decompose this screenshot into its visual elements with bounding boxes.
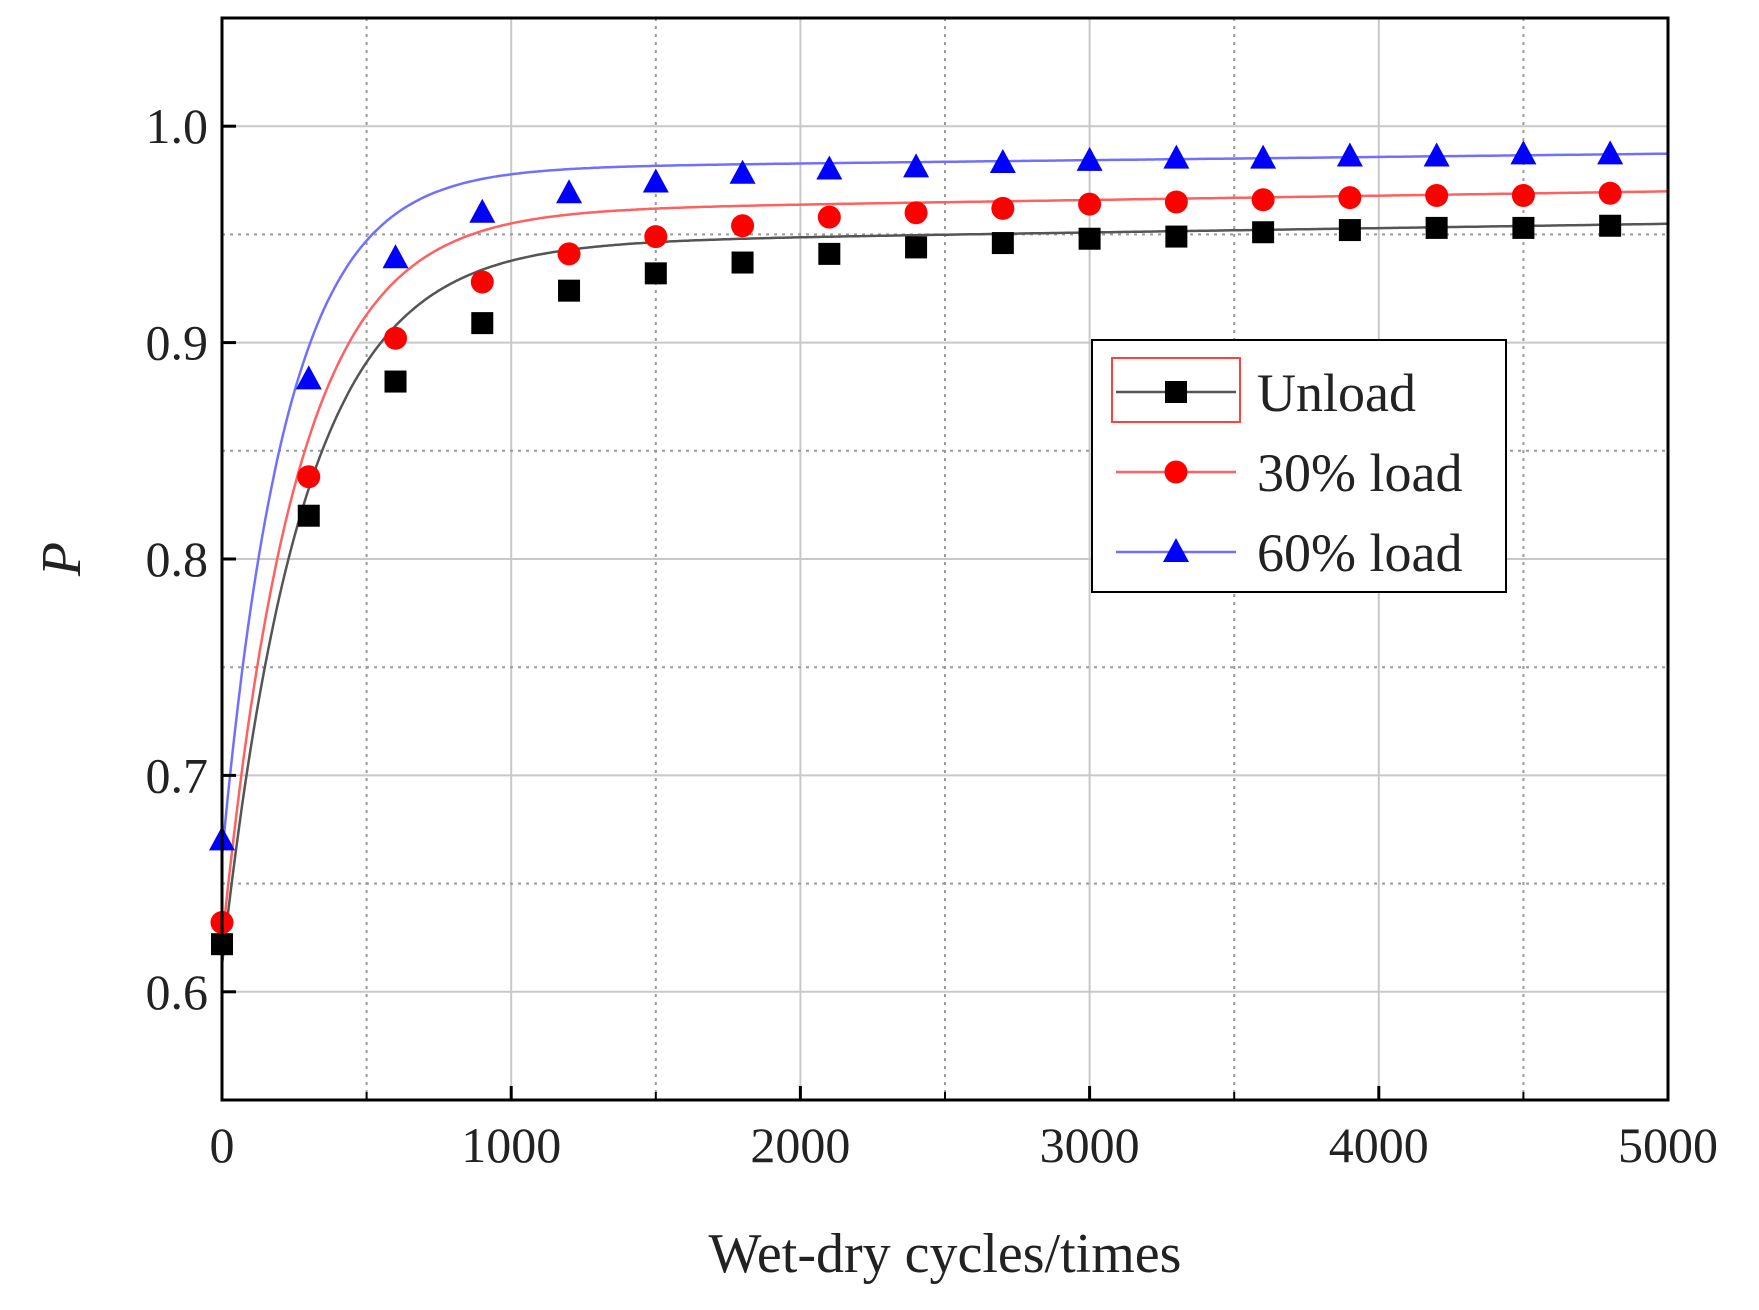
data-point-30-load [904, 201, 928, 225]
x-tick-label: 3000 [1040, 1117, 1140, 1173]
data-point-unload [818, 242, 841, 265]
data-point-unload [1512, 216, 1535, 239]
x-axis-title: Wet-dry cycles/times [709, 1223, 1182, 1285]
legend-label-30-load: 30% load [1257, 443, 1462, 503]
data-point-unload [384, 370, 407, 393]
data-point-unload [558, 279, 581, 302]
data-point-30-load [1598, 181, 1622, 205]
data-point-30-load [731, 214, 755, 238]
data-point-30-load [470, 270, 494, 294]
fit-curve-60-load [220, 152, 1668, 857]
legend-label-unload: Unload [1257, 363, 1416, 423]
data-point-30-load [1338, 186, 1362, 210]
data-point-60-load [903, 153, 930, 178]
data-point-unload [297, 504, 320, 527]
x-tick-label: 0 [210, 1117, 235, 1173]
data-point-60-load [816, 155, 843, 180]
data-point-30-load [817, 205, 841, 229]
x-tick-label: 2000 [750, 1117, 850, 1173]
y-axis-title: P [31, 542, 93, 577]
x-tick-label: 1000 [461, 1117, 561, 1173]
data-point-60-load [469, 198, 496, 223]
data-point-60-load [382, 244, 409, 269]
data-point-60-load [989, 148, 1016, 173]
data-point-30-load [644, 225, 668, 249]
data-point-unload [1425, 216, 1448, 239]
data-point-unload [1078, 227, 1101, 250]
y-tick-label: 0.9 [146, 315, 209, 371]
data-point-unload [731, 251, 754, 274]
y-tick-label: 0.7 [146, 747, 209, 803]
data-markers [209, 140, 1624, 956]
data-point-60-load [556, 179, 583, 204]
data-point-60-load [1076, 146, 1103, 171]
data-point-30-load [1251, 188, 1275, 212]
data-point-unload [644, 262, 667, 285]
legend-marker-unload [1165, 381, 1187, 403]
data-point-30-load [384, 326, 408, 350]
axis-ticks: 0 1000 2000 3000 4000 5000 0.6 0.7 0.8 0.9 1.0 [146, 98, 1719, 1173]
legend-marker-60-load [1163, 538, 1189, 562]
data-point-60-load [1510, 140, 1537, 165]
data-point-60-load [1250, 144, 1277, 169]
data-point-30-load [1511, 183, 1535, 207]
axis-labels: Wet-dry cycles/times P [31, 542, 1181, 1285]
legend-marker-30-load [1164, 460, 1188, 484]
legend-highlight-box [1111, 357, 1241, 423]
legend-label-60-load: 60% load [1257, 523, 1462, 583]
data-point-30-load [1164, 190, 1188, 214]
data-point-60-load [295, 365, 322, 390]
data-point-30-load [1078, 192, 1102, 216]
data-point-60-load [1423, 142, 1450, 167]
data-point-unload [905, 236, 928, 259]
data-point-unload [471, 312, 494, 335]
data-point-unload [991, 232, 1014, 255]
data-point-30-load [991, 196, 1015, 220]
legend-box [1091, 339, 1507, 593]
data-point-unload [1252, 221, 1275, 244]
data-point-unload [1165, 225, 1188, 248]
y-tick-label: 0.6 [146, 964, 209, 1020]
data-point-unload [1338, 219, 1361, 242]
data-point-30-load [557, 242, 581, 266]
x-tick-label: 4000 [1329, 1117, 1429, 1173]
legend: Unload 30% load 60% load [1091, 339, 1507, 593]
data-point-60-load [1597, 140, 1624, 165]
data-point-unload [1599, 214, 1622, 237]
data-point-30-load [297, 465, 321, 489]
x-tick-label: 5000 [1618, 1117, 1718, 1173]
y-tick-label: 0.8 [146, 531, 209, 587]
y-tick-label: 1.0 [146, 98, 209, 154]
data-point-30-load [1425, 183, 1449, 207]
data-point-60-load [729, 159, 756, 184]
data-point-60-load [1336, 142, 1363, 167]
data-point-60-load [1163, 144, 1190, 169]
data-point-60-load [642, 168, 669, 193]
